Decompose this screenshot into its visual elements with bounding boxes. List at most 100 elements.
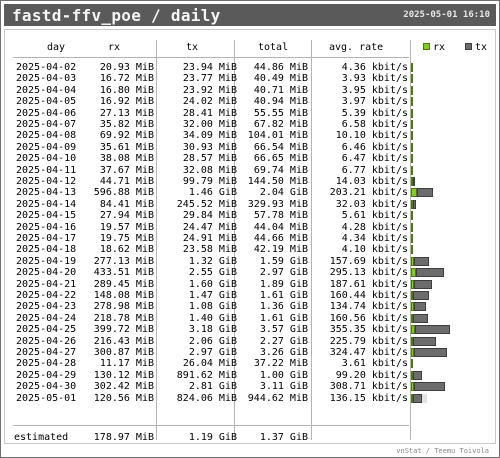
cell-total: 57.78 MiB — [253, 210, 308, 222]
cell-rx: 218.78 MiB — [93, 312, 154, 324]
cell-total: 37.22 MiB — [253, 358, 308, 370]
estimated-rx: 178.97 MiB — [93, 432, 154, 443]
cell-day: 2025-04-23 — [16, 301, 77, 313]
cell-tx: 32.08 MiB — [182, 164, 237, 176]
table-row: 2025-04-26 216.43 MiB 2.06 GiB 2.27 GiB 225.… — [5, 336, 497, 347]
cell-tx: 2.06 GiB — [188, 335, 237, 347]
cell-tx: 824.06 MiB — [176, 392, 237, 404]
cell-avg-rate: 308.71 kbit/s — [329, 381, 408, 393]
table-row: 2025-04-20 433.51 MiB 2.55 GiB 2.97 GiB 295.… — [5, 267, 497, 278]
table-row: 2025-04-15 27.94 MiB 29.84 MiB 57.78 MiB 5.6… — [5, 210, 497, 221]
rx-bar — [411, 256, 414, 266]
rx-bar — [411, 108, 413, 118]
cell-tx: 891.62 MiB — [176, 369, 237, 381]
cell-rx: 120.56 MiB — [93, 392, 154, 404]
rx-bar — [411, 336, 413, 346]
rx-bar — [411, 291, 413, 300]
tx-bar — [414, 279, 432, 289]
cell-avg-rate: 6.77 kbit/s — [341, 164, 408, 176]
rx-bar — [411, 234, 413, 243]
cell-day: 2025-04-22 — [16, 290, 77, 301]
cell-tx: 32.00 MiB — [182, 119, 237, 130]
cell-total: 1.36 GiB — [259, 301, 308, 313]
tx-bar — [413, 393, 422, 403]
cell-rx: 16.92 MiB — [99, 96, 154, 108]
cell-total: 40.71 MiB — [253, 84, 308, 96]
cell-avg-rate: 3.95 kbit/s — [341, 84, 408, 96]
cell-rx: 130.12 MiB — [93, 369, 154, 381]
rx-bar — [411, 302, 414, 312]
tx-bar — [416, 268, 444, 278]
table-row: 2025-04-19 277.13 MiB 1.32 GiB 1.59 GiB 157.… — [5, 256, 497, 267]
cell-tx: 29.84 MiB — [182, 210, 237, 222]
cell-day: 2025-04-28 — [16, 358, 77, 370]
rx-bar — [411, 325, 415, 335]
cell-rx: 44.71 MiB — [99, 176, 154, 187]
cell-tx: 23.92 MiB — [182, 84, 237, 96]
cell-total: 2.04 GiB — [259, 187, 308, 199]
cell-total: 44.66 MiB — [253, 233, 308, 244]
cell-rx: 596.88 MiB — [93, 187, 154, 199]
column-separator — [311, 40, 312, 440]
table-row: 2025-04-12 44.71 MiB 99.79 MiB 144.50 MiB 14… — [5, 176, 497, 187]
cell-tx: 2.81 GiB — [188, 381, 237, 393]
rx-bar — [411, 188, 417, 198]
cell-day: 2025-04-02 — [16, 62, 77, 73]
cell-total: 3.11 GiB — [259, 381, 308, 393]
cell-tx: 28.57 MiB — [182, 153, 237, 165]
estimated-label: estimated — [14, 432, 69, 443]
cell-total: 2.27 GiB — [259, 335, 308, 347]
table-row: 2025-04-25 399.72 MiB 3.18 GiB 3.57 GiB 355.… — [5, 324, 497, 335]
table-row: 2025-04-30 302.42 MiB 2.81 GiB 3.11 GiB 308.… — [5, 381, 497, 392]
cell-tx: 23.94 MiB — [182, 62, 237, 73]
cell-tx: 1.60 GiB — [188, 278, 237, 290]
cell-total: 144.50 MiB — [247, 176, 308, 187]
cell-day: 2025-04-14 — [16, 198, 77, 210]
cell-tx: 2.97 GiB — [188, 347, 237, 358]
table-row: 2025-04-10 38.08 MiB 28.57 MiB 66.65 MiB 6.4… — [5, 153, 497, 164]
table-row: 2025-04-11 37.67 MiB 32.08 MiB 69.74 MiB 6.7… — [5, 165, 497, 176]
cell-avg-rate: 187.61 kbit/s — [329, 278, 408, 290]
cell-rx: 27.13 MiB — [99, 107, 154, 119]
tx-bar — [414, 256, 429, 266]
tx-bar — [415, 325, 450, 335]
cell-day: 2025-04-24 — [16, 312, 77, 324]
cell-avg-rate: 5.61 kbit/s — [341, 210, 408, 222]
legend-tx-swatch — [465, 43, 472, 50]
page-title: fastd-ffv_poe / daily — [12, 6, 221, 25]
cell-day: 2025-04-10 — [16, 153, 77, 165]
estimated-divider — [13, 425, 409, 426]
cell-avg-rate: 4.36 kbit/s — [341, 62, 408, 73]
cell-rx: 38.08 MiB — [99, 153, 154, 165]
cell-total: 66.54 MiB — [253, 141, 308, 153]
cell-total: 3.57 GiB — [259, 324, 308, 336]
cell-rx: 433.51 MiB — [93, 267, 154, 279]
cell-avg-rate: 6.58 kbit/s — [341, 119, 408, 130]
cell-day: 2025-04-13 — [16, 187, 77, 199]
rx-bar — [411, 154, 413, 164]
cell-tx: 1.32 GiB — [188, 255, 237, 267]
cell-total: 67.82 MiB — [253, 119, 308, 130]
legend-tx-label: tx — [475, 42, 488, 53]
footer-credit: vnStat / Teemu Toivola — [396, 447, 489, 455]
cell-rx: 278.98 MiB — [93, 301, 154, 313]
table-row: 2025-04-03 16.72 MiB 23.77 MiB 40.49 MiB 3.9… — [5, 73, 497, 84]
cell-avg-rate: 6.46 kbit/s — [341, 141, 408, 153]
cell-avg-rate: 4.34 kbit/s — [341, 233, 408, 244]
rx-bar — [411, 382, 414, 392]
tx-bar — [413, 291, 429, 300]
cell-rx: 37.67 MiB — [99, 164, 154, 176]
table-row: 2025-04-24 218.78 MiB 1.40 GiB 1.61 GiB 160.… — [5, 313, 497, 324]
cell-rx: 11.17 MiB — [99, 358, 154, 370]
tx-bar — [413, 336, 436, 346]
rx-bar — [411, 313, 413, 323]
cell-day: 2025-04-09 — [16, 141, 77, 153]
cell-rx: 277.13 MiB — [93, 255, 154, 267]
cell-rx: 148.08 MiB — [93, 290, 154, 301]
cell-day: 2025-04-15 — [16, 210, 77, 222]
cell-avg-rate: 157.69 kbit/s — [329, 255, 408, 267]
column-separator — [156, 40, 157, 440]
table-row: 2025-04-22 148.08 MiB 1.47 GiB 1.61 GiB 160.… — [5, 290, 497, 301]
cell-rx: 18.62 MiB — [99, 244, 154, 256]
cell-tx: 1.40 GiB — [188, 312, 237, 324]
